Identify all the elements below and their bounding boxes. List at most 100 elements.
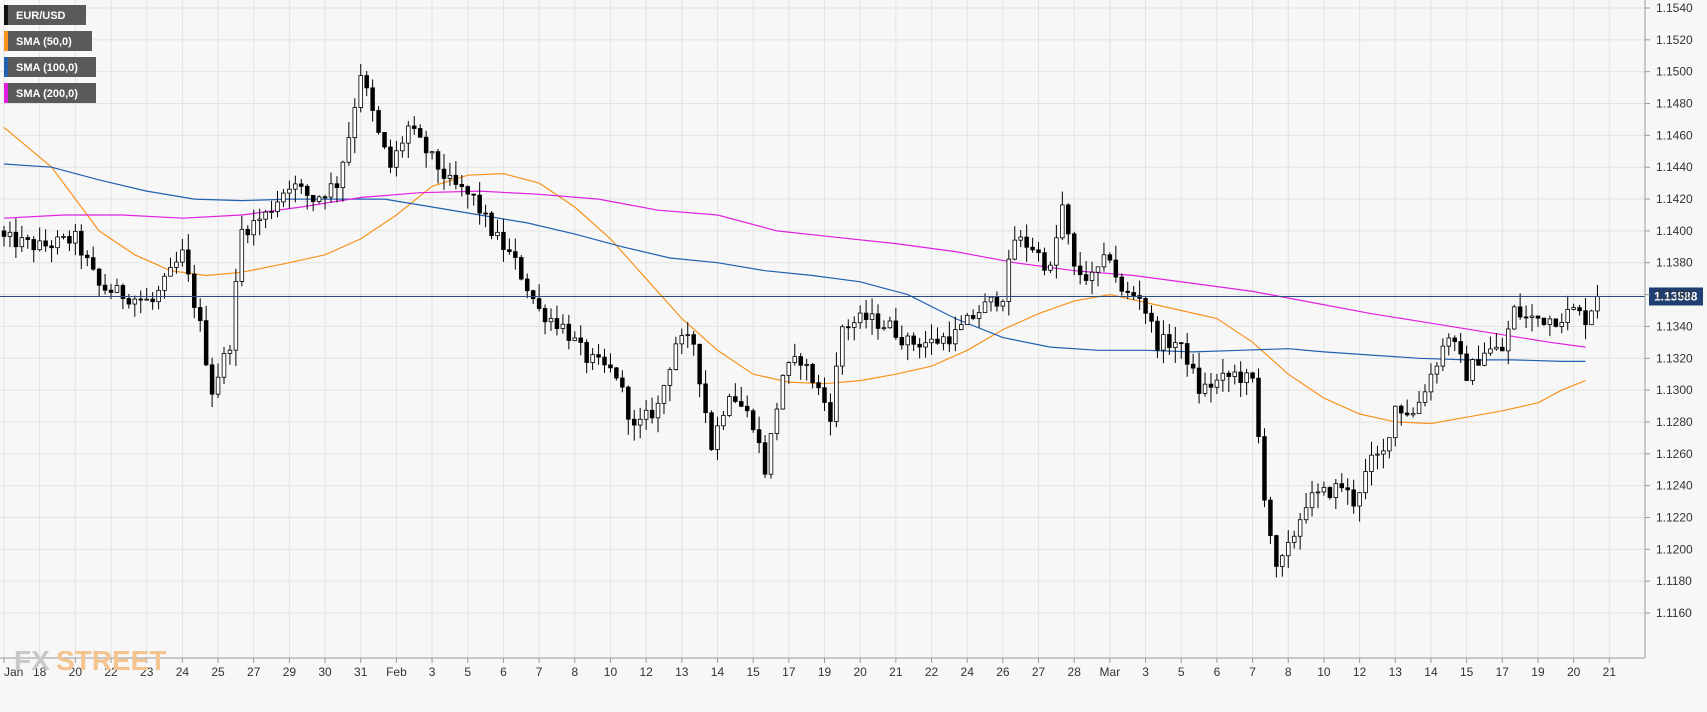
logo-street-text: STREET — [56, 645, 166, 676]
candle-body-down — [1577, 307, 1582, 312]
candle — [1529, 304, 1535, 332]
y-tick-label: 1.1540 — [1656, 1, 1693, 15]
candle — [1494, 332, 1499, 351]
candle — [1018, 229, 1023, 248]
candle — [840, 324, 845, 375]
candle — [661, 384, 667, 415]
candle-body-down — [1250, 372, 1255, 379]
x-tick-label: 15 — [746, 665, 760, 679]
candle-body-down — [584, 342, 589, 363]
candle-body-up — [768, 433, 774, 475]
candle-body-down — [412, 125, 417, 129]
candle-body-down — [471, 193, 476, 196]
candle-body-down — [1274, 535, 1279, 567]
candle — [114, 278, 120, 293]
legend-item: SMA (200,0) — [4, 83, 96, 103]
candle-body-up — [560, 323, 566, 329]
candle — [953, 316, 958, 352]
candle-body-up — [655, 402, 661, 419]
candle — [846, 319, 851, 341]
candle-body-up — [1101, 254, 1107, 268]
candle — [1280, 554, 1285, 577]
candle — [798, 353, 803, 380]
candle — [1268, 496, 1273, 544]
candle — [1422, 384, 1428, 407]
x-tick-label: 3 — [429, 665, 436, 679]
candle-body-up — [293, 183, 298, 190]
x-tick-label: 22 — [104, 665, 118, 679]
candle — [649, 397, 655, 424]
candle — [1446, 333, 1452, 356]
legend-label: SMA (50,0) — [16, 36, 72, 48]
candle — [352, 98, 358, 154]
candle-body-up — [1529, 315, 1535, 318]
candle-body-down — [1351, 489, 1356, 507]
candle-body-down — [1268, 499, 1273, 536]
candle — [863, 299, 869, 329]
candle-body-down — [203, 320, 209, 366]
candle-body-down — [1523, 316, 1529, 319]
candle — [857, 305, 863, 329]
candle — [1131, 285, 1136, 300]
candle-body-down — [649, 409, 655, 419]
candle-body-up — [673, 343, 679, 371]
candle — [1202, 372, 1208, 397]
candle-body-up — [1595, 296, 1600, 312]
x-tick-label: 7 — [1249, 665, 1256, 679]
candle-body-up — [251, 220, 256, 236]
candle — [715, 416, 720, 461]
candle — [1286, 530, 1291, 569]
candle — [299, 178, 304, 194]
legend-label: SMA (200,0) — [16, 88, 78, 100]
candle-body-down — [453, 174, 459, 185]
candle-body-up — [287, 188, 292, 194]
candle-body-up — [1220, 372, 1226, 381]
legend-box — [4, 83, 96, 103]
candle-body-up — [1054, 237, 1059, 266]
candle-body-up — [1511, 306, 1517, 330]
candle-body-down — [810, 363, 815, 384]
price-layer: 1.13588 — [0, 287, 1703, 306]
candle-body-down — [1, 230, 7, 237]
candle — [959, 315, 964, 331]
candle — [43, 229, 48, 252]
candle — [102, 274, 108, 295]
legend-box — [4, 5, 86, 25]
candle-body-up — [19, 237, 25, 248]
candle — [1232, 364, 1237, 385]
candle-body-down — [596, 354, 601, 358]
axis-layer: 1.1540 1.1520 1.1500 1.1480 1.1460 1.1440 1.14… — [0, 0, 1693, 679]
candle-body-up — [1321, 487, 1327, 493]
candle-body-up — [1161, 334, 1166, 351]
candle-body-up — [727, 396, 732, 416]
candle-body-down — [1024, 236, 1029, 248]
legend-swatch — [4, 57, 8, 77]
fxstreet-logo: FX STREET — [14, 645, 166, 676]
candle-body-down — [1137, 295, 1142, 299]
candle — [340, 160, 346, 202]
x-tick-label: 21 — [1603, 665, 1617, 679]
candle-body-down — [483, 212, 488, 215]
candle-body-down — [334, 183, 340, 189]
candle — [465, 185, 471, 209]
candle — [25, 234, 31, 249]
candle — [1149, 305, 1154, 333]
candle — [744, 395, 750, 418]
candle-body-down — [1553, 318, 1559, 327]
candle — [90, 246, 96, 271]
candle — [786, 361, 792, 384]
candle — [162, 272, 167, 299]
candle-body-up — [144, 298, 149, 301]
candle-body-down — [1398, 405, 1404, 414]
candle-body-up — [637, 418, 643, 426]
candle — [429, 151, 435, 160]
candle-body-down — [756, 429, 762, 444]
candle-body-up — [180, 249, 185, 263]
candle — [1274, 534, 1279, 578]
candle — [1161, 320, 1166, 364]
candle-body-down — [626, 386, 631, 420]
candle — [388, 139, 393, 174]
candle — [691, 331, 696, 356]
candle — [1143, 296, 1148, 324]
candle — [1565, 295, 1570, 331]
